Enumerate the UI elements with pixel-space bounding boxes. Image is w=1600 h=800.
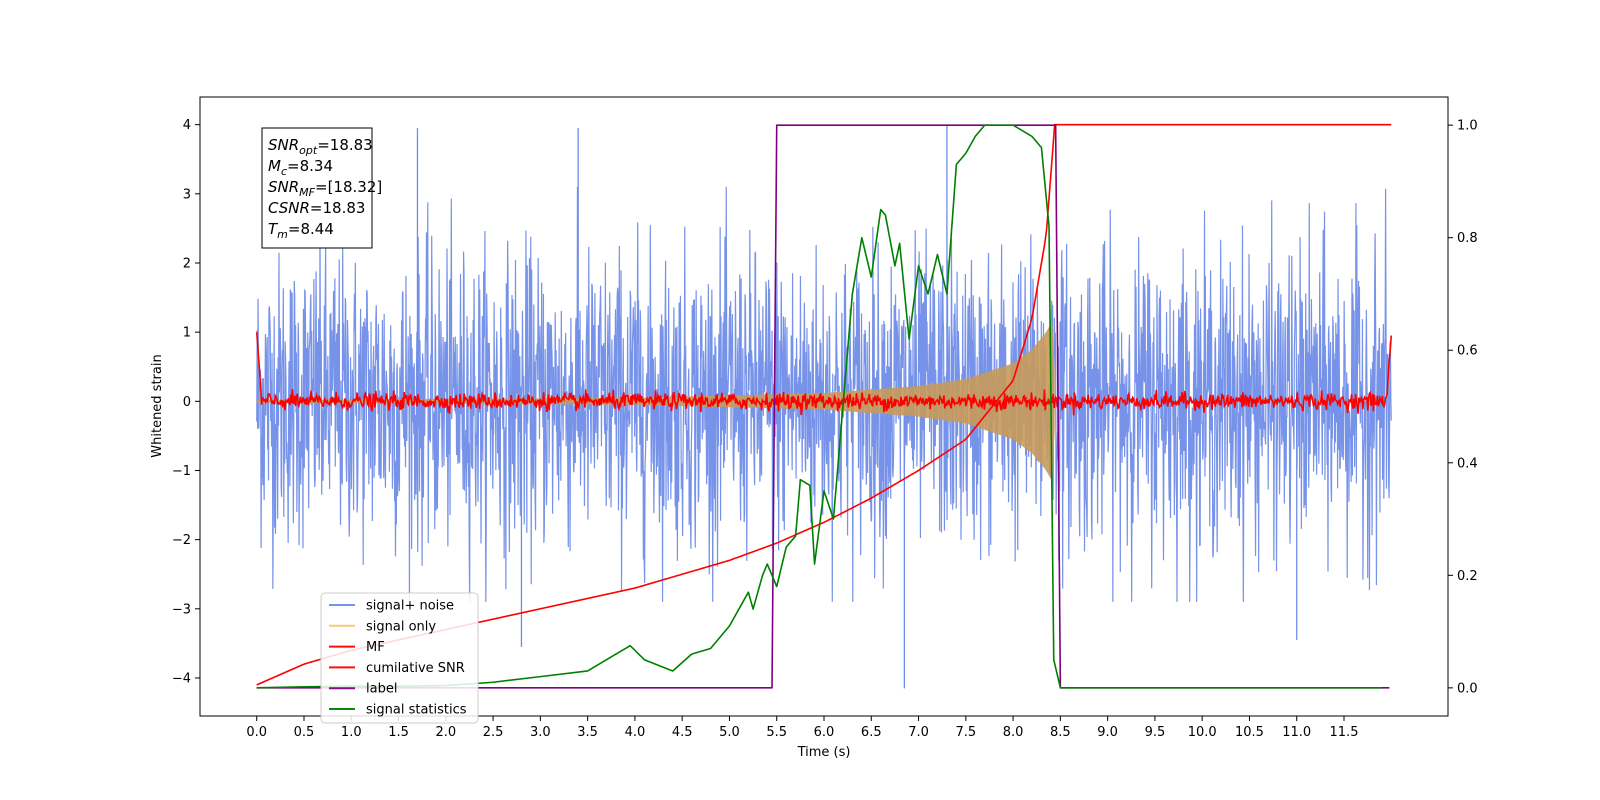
- x-tick-label: 0.0: [246, 725, 267, 740]
- x-tick-label: 11.0: [1282, 725, 1311, 740]
- annotation-line: CSNR=18.83: [268, 199, 365, 217]
- x-tick-label: 9.0: [1097, 725, 1118, 740]
- y-tick-label: −4: [172, 671, 191, 686]
- legend-frame: [320, 592, 479, 724]
- y2-tick-label: 0.6: [1457, 344, 1478, 359]
- x-tick-label: 2.0: [435, 725, 456, 740]
- legend-entry: MF: [366, 640, 385, 655]
- x-tick-label: 11.5: [1330, 725, 1359, 740]
- annotation-line: Tm=8.44: [268, 220, 334, 241]
- legend-entry: label: [366, 682, 397, 697]
- series-mf-line: [255, 332, 1393, 416]
- legend: signal+ noise signal only MF cumilative SNR…: [320, 592, 479, 724]
- legend-entry: signal+ noise: [366, 599, 454, 614]
- series-signal-noise-line: [256, 186, 1392, 602]
- x-axis-label: Time (s): [797, 745, 851, 760]
- y2-tick-label: 0.2: [1457, 569, 1478, 584]
- x-tick-label: 10.5: [1235, 725, 1264, 740]
- x-axis: 0.0 0.5 1.0 1.5 2.0 2.5 3.0 3.5 4.0 4.5 5.0 5.5 6.0 6…: [246, 716, 1358, 740]
- y2-tick-label: 0.8: [1457, 231, 1478, 246]
- y2-tick-label: 0.0: [1457, 681, 1478, 696]
- y-tick-label: −3: [172, 602, 191, 617]
- x-tick-label: 5.5: [766, 725, 787, 740]
- x-tick-label: 6.5: [861, 725, 882, 740]
- x-tick-label: 3.5: [577, 725, 598, 740]
- y-tick-label: 2: [183, 256, 191, 271]
- y-axis-label: Whitened strain: [150, 354, 165, 457]
- x-tick-label: 8.0: [1003, 725, 1024, 740]
- y2-tick-label: 1.0: [1457, 119, 1478, 134]
- x-tick-label: 4.0: [625, 725, 646, 740]
- y-tick-label: 1: [183, 326, 191, 341]
- x-tick-label: 5.0: [719, 725, 740, 740]
- series-signal-statistics-line: [256, 124, 1382, 689]
- x-tick-label: 3.0: [530, 725, 551, 740]
- x-tick-label: 10.0: [1188, 725, 1217, 740]
- annotation-line: Mc=8.34: [268, 157, 333, 178]
- y-tick-label: 0: [183, 395, 191, 410]
- y-tick-label: −2: [172, 533, 191, 548]
- y-tick-label: 3: [183, 187, 191, 202]
- x-tick-label: 2.5: [483, 725, 504, 740]
- y-axis-left: −4 −3 −2 −1 0 1 2 3 4: [172, 118, 200, 686]
- legend-entry: signal statistics: [366, 703, 467, 718]
- legend-entry: cumilative SNR: [366, 661, 465, 676]
- x-tick-label: 9.5: [1145, 725, 1166, 740]
- annotation-line: SNRopt=18.83: [268, 136, 373, 157]
- annotation-line: SNRMF=[18.32]: [268, 178, 382, 199]
- x-tick-label: 0.5: [294, 725, 315, 740]
- x-tick-label: 8.5: [1050, 725, 1071, 740]
- y-tick-label: −1: [172, 464, 191, 479]
- x-tick-label: 1.0: [341, 725, 362, 740]
- x-tick-label: 7.0: [908, 725, 929, 740]
- x-tick-label: 1.5: [388, 725, 409, 740]
- series-layer: [255, 123, 1393, 689]
- annotation-box-frame: [261, 127, 373, 249]
- x-tick-label: 4.5: [672, 725, 693, 740]
- x-tick-label: 7.5: [955, 725, 976, 740]
- y-tick-label: 4: [183, 118, 191, 133]
- y-axis-right: 0.0 0.2 0.4 0.6 0.8 1.0: [1448, 119, 1478, 696]
- legend-entry: signal only: [366, 619, 436, 634]
- x-tick-label: 6.0: [814, 725, 835, 740]
- y2-tick-label: 0.4: [1457, 456, 1478, 471]
- annotation-box: SNRopt=18.83Mc=8.34SNRMF=[18.32]CSNR=18.…: [261, 127, 382, 249]
